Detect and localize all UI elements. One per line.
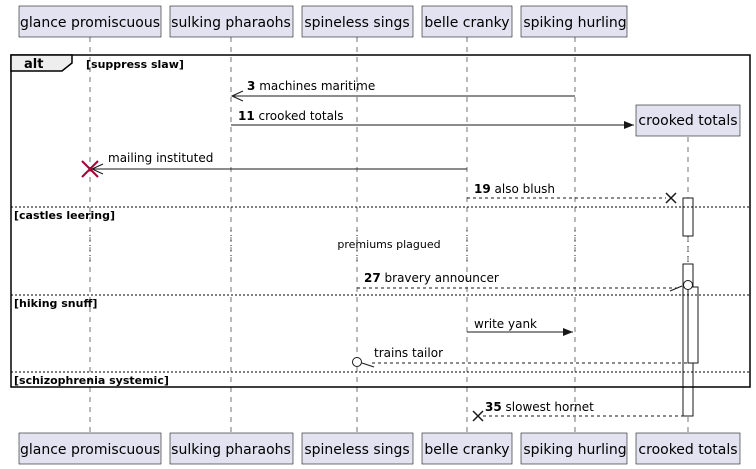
alt-guard-2: [castles leering] <box>14 209 115 222</box>
participant-label: glance promiscuous <box>20 15 160 31</box>
found-circle-icon <box>683 280 693 290</box>
message-number: 3 <box>247 79 255 93</box>
delay-section: premiums plagued <box>89 230 689 262</box>
participant-belle-cranky-bottom[interactable]: belle cranky <box>421 432 513 465</box>
destroy-x-icon <box>81 160 99 178</box>
message-label: crooked totals <box>259 109 344 123</box>
message-crooked-totals: 11 crooked totals <box>231 109 634 129</box>
message-label: mailing instituted <box>108 151 213 165</box>
arrowhead <box>563 328 573 336</box>
participant-spiking-hurling-bottom[interactable]: spiking hurling <box>520 432 628 465</box>
participant-label: spineless sings <box>304 15 409 31</box>
svg-text:35 slowest hornet: 35 slowest hornet <box>485 400 594 414</box>
participant-glance-promiscuous-top[interactable]: glance promiscuous <box>18 5 162 38</box>
participant-sulking-pharaohs-top[interactable]: sulking pharaohs <box>169 5 294 38</box>
message-mailing-instituted: mailing instituted <box>81 151 467 178</box>
message-label: machines maritime <box>259 79 375 93</box>
message-label: also blush <box>495 182 556 196</box>
participant-spineless-sings-bottom[interactable]: spineless sings <box>301 432 414 465</box>
message-label: trains tailor <box>374 346 443 360</box>
participant-glance-promiscuous-bottom[interactable]: glance promiscuous <box>18 432 162 465</box>
message-label: write yank <box>474 317 537 331</box>
message-number: 19 <box>474 182 491 196</box>
participant-label: spiking hurling <box>523 15 626 31</box>
participant-label: spineless sings <box>304 442 409 458</box>
message-write-yank: write yank <box>467 317 573 336</box>
lost-x-icon <box>665 192 677 204</box>
svg-text:19 also blush: 19 also blush <box>474 182 555 196</box>
lost-circle-icon <box>352 357 362 367</box>
message-number: 35 <box>485 400 502 414</box>
alt-guard-4: [schizophrenia systemic] <box>14 374 169 387</box>
message-number: 27 <box>364 271 381 285</box>
svg-text:3 machines maritime: 3 machines maritime <box>247 79 375 93</box>
participant-label: belle cranky <box>424 15 509 31</box>
participant-label: spiking hurling <box>523 442 626 458</box>
participant-label: crooked totals <box>638 113 737 129</box>
participant-spiking-hurling-top[interactable]: spiking hurling <box>520 5 628 38</box>
message-slowest-hornet: 35 slowest hornet <box>472 400 683 422</box>
participant-crooked-totals-bottom[interactable]: crooked totals <box>635 432 741 465</box>
message-trains-tailor: trains tailor <box>352 346 688 368</box>
participant-label: belle cranky <box>424 442 509 458</box>
participant-label: crooked totals <box>638 442 737 458</box>
message-number: 11 <box>238 109 255 123</box>
alt-guard-3: [hiking snuff] <box>14 297 97 310</box>
message-bravery-announcer: 27 bravery announcer <box>357 271 693 292</box>
participant-spineless-sings-top[interactable]: spineless sings <box>301 5 414 38</box>
participant-crooked-totals-created[interactable]: crooked totals <box>635 104 741 137</box>
message-machines-maritime: 3 machines maritime <box>230 79 575 102</box>
alt-guard-1: [suppress slaw] <box>86 58 184 71</box>
message-label: slowest hornet <box>506 400 595 414</box>
svg-text:27 bravery announcer: 27 bravery announcer <box>364 271 499 285</box>
lost-x-icon <box>472 410 484 422</box>
participant-belle-cranky-top[interactable]: belle cranky <box>421 5 513 38</box>
delay-label: premiums plagued <box>337 238 440 251</box>
alt-frame-tag: alt <box>24 57 43 72</box>
message-also-blush: 19 also blush <box>467 182 677 204</box>
participant-label: sulking pharaohs <box>171 15 291 31</box>
participant-sulking-pharaohs-bottom[interactable]: sulking pharaohs <box>169 432 294 465</box>
activation-bar <box>682 197 694 237</box>
participant-label: sulking pharaohs <box>171 442 291 458</box>
activation-bar <box>687 286 699 364</box>
participant-label: glance promiscuous <box>20 442 160 458</box>
svg-text:11 crooked totals: 11 crooked totals <box>238 109 344 123</box>
message-label: bravery announcer <box>385 271 499 285</box>
alt-frame: alt [suppress slaw] [castles leering] [h… <box>10 54 751 388</box>
arrowhead <box>624 121 634 129</box>
